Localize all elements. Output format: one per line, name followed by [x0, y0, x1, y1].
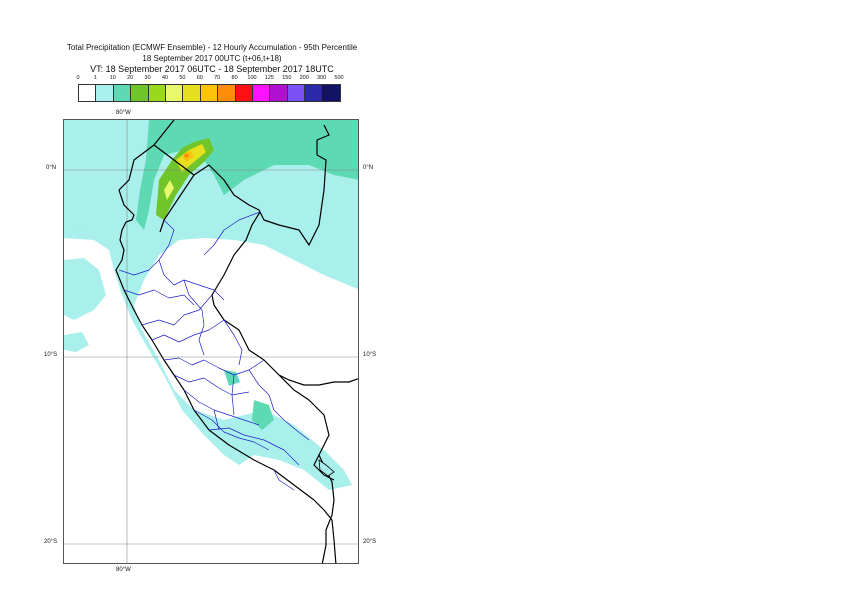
legend-tick-label: 70 — [214, 75, 221, 81]
title-line-valid-time: VT: 18 September 2017 06UTC - 18 Septemb… — [90, 64, 334, 74]
country-borders — [115, 120, 358, 563]
legend-swatch — [200, 85, 219, 101]
map-title: Total Precipitation (ECMWF Ensemble) - 1… — [0, 42, 424, 75]
title-line-2: 18 September 2017 00UTC (t+06,t+18) — [142, 54, 282, 63]
region-borders — [118, 211, 310, 491]
map-canvas — [64, 120, 358, 563]
legend-swatch — [183, 85, 201, 101]
legend-tick-label: 150 — [282, 75, 292, 81]
legend-tick-labels: 0 1 10 20 30 40 50 60 70 80 100 125 150 200 300 500 — [76, 75, 348, 85]
legend-swatch — [287, 85, 306, 101]
legend-tick-label: 1 — [93, 75, 97, 81]
legend-swatch — [148, 85, 166, 101]
precip-heavy-cores — [156, 138, 214, 220]
legend-tick-label: 0 — [76, 75, 80, 81]
precip-light-field — [64, 120, 358, 490]
lake-titicaca — [318, 459, 335, 477]
graticule — [64, 120, 358, 563]
legend-swatch — [113, 85, 132, 101]
precipitation-color-legend — [78, 84, 341, 102]
legend-tick-label: 300 — [317, 75, 327, 81]
legend-swatch — [79, 85, 97, 101]
title-line-1: Total Precipitation (ECMWF Ensemble) - 1… — [66, 43, 358, 52]
legend-tick-label: 500 — [334, 75, 344, 81]
legend-swatch — [218, 85, 236, 101]
legend-swatch — [235, 85, 253, 101]
legend-swatch — [252, 85, 271, 101]
legend-tick-label: 50 — [179, 75, 186, 81]
legend-swatch — [322, 85, 340, 101]
legend-swatch — [305, 85, 323, 101]
precipitation-map — [63, 119, 359, 564]
legend-swatch — [270, 85, 288, 101]
legend-swatch — [131, 85, 149, 101]
legend-tick-label: 20 — [127, 75, 134, 81]
legend-tick-label: 80 — [231, 75, 238, 81]
lon-label-top: 80°W — [116, 110, 131, 116]
legend-swatch — [96, 85, 114, 101]
lon-label-bottom: 80°W — [116, 567, 131, 573]
lat-label-20s-left: 20°S — [44, 539, 58, 545]
lat-label-20s-right: 20°S — [363, 539, 377, 545]
lat-label-0n-left: 0°N — [46, 165, 57, 171]
legend-swatch — [165, 85, 184, 101]
legend-tick-label: 40 — [161, 75, 169, 81]
legend-tick-label: 200 — [299, 75, 309, 81]
lat-label-10s-right: 10°S — [363, 352, 377, 358]
lat-label-0n-right: 0°N — [363, 165, 374, 171]
legend-tick-label: 60 — [196, 75, 203, 81]
legend-tick-label: 10 — [109, 75, 116, 81]
legend-tick-label: 100 — [247, 75, 257, 81]
legend-tick-label: 125 — [264, 75, 274, 81]
legend-tick-label: 30 — [144, 75, 151, 81]
lat-label-10s-left: 10°S — [44, 352, 58, 358]
